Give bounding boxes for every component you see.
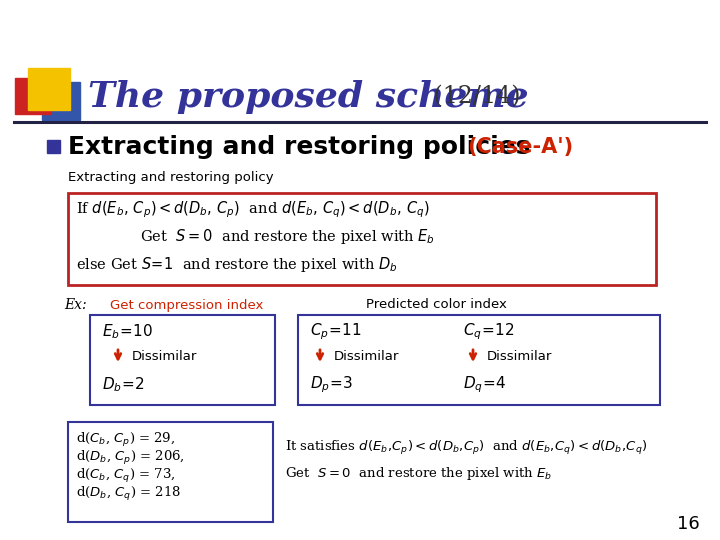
Text: It satisfies $d(E_b,\!C_p) < d(D_b,\!C_p)$  and $d(E_b,\!C_q) < d(D_b,\!C_q)$: It satisfies $d(E_b,\!C_p) < d(D_b,\!C_p… (285, 439, 647, 457)
Text: The proposed scheme: The proposed scheme (88, 80, 528, 114)
Text: Predicted color index: Predicted color index (366, 299, 507, 312)
Bar (68, 193, 656, 285)
Text: d($D_b$, $C_q$) = 218: d($D_b$, $C_q$) = 218 (76, 485, 181, 503)
Text: Dissimilar: Dissimilar (334, 349, 400, 362)
Bar (42, 82, 80, 120)
Text: d($D_b$, $C_p$) = 206,: d($D_b$, $C_p$) = 206, (76, 449, 185, 467)
Bar (68, 422, 273, 522)
Text: Get  $S = 0$  and restore the pixel with $E_b$: Get $S = 0$ and restore the pixel with $… (285, 465, 552, 483)
Text: d($C_b$, $C_p$) = 29,: d($C_b$, $C_p$) = 29, (76, 431, 175, 449)
Text: Ex:: Ex: (64, 298, 86, 312)
Text: (Case-A'): (Case-A') (467, 137, 573, 157)
Text: $D_p\!=\!3$: $D_p\!=\!3$ (310, 375, 354, 395)
Text: else Get $S\!=\!1$  and restore the pixel with $D_b$: else Get $S\!=\!1$ and restore the pixel… (76, 255, 397, 274)
Text: Extracting and restoring policy: Extracting and restoring policy (68, 172, 274, 185)
Text: Get  $S = 0$  and restore the pixel with $E_b$: Get $S = 0$ and restore the pixel with $… (140, 227, 435, 246)
Text: $E_b\!=\!10$: $E_b\!=\!10$ (102, 322, 153, 341)
Bar (15, 78, 51, 114)
Text: Dissimilar: Dissimilar (487, 349, 552, 362)
Bar (90, 315, 275, 405)
Text: Dissimilar: Dissimilar (132, 349, 197, 362)
Bar (298, 315, 660, 405)
Text: $D_b\!=\!2$: $D_b\!=\!2$ (102, 376, 145, 394)
Text: Get compression index: Get compression index (110, 299, 264, 312)
Text: 16: 16 (678, 515, 700, 533)
Bar (28, 68, 70, 110)
Text: $C_q\!=\!12$: $C_q\!=\!12$ (463, 322, 515, 342)
Text: (12/14): (12/14) (426, 85, 521, 109)
Text: $C_p\!=\!11$: $C_p\!=\!11$ (310, 322, 361, 342)
Text: $D_q\!=\!4$: $D_q\!=\!4$ (463, 375, 506, 395)
Text: Extracting and restoring policies: Extracting and restoring policies (68, 135, 531, 159)
Text: d($C_b$, $C_q$) = 73,: d($C_b$, $C_q$) = 73, (76, 467, 176, 485)
Text: If $d(E_b,\, C_p) < d(D_b,\, C_p)$  and $d(E_b,\, C_q) < d(D_b,\, C_q)$: If $d(E_b,\, C_p) < d(D_b,\, C_p)$ and $… (76, 200, 430, 220)
Bar (47, 140, 60, 153)
